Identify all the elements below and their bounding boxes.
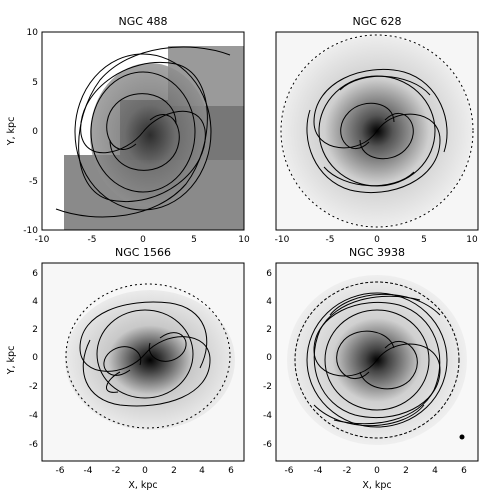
x-ticks: -10 -5 0 5 10 [275, 235, 478, 245]
galaxy-image [64, 46, 244, 230]
x-axis-label: X, kpc [128, 480, 157, 491]
x-tick-label: -4 [84, 466, 93, 476]
x-axis-label: X, kpc [362, 480, 391, 491]
y-tick-label: 0 [32, 353, 38, 363]
x-tick-label: -6 [56, 466, 65, 476]
x-tick-label: 0 [142, 466, 148, 476]
x-tick-label: -2 [112, 466, 121, 476]
panel-ngc3938: NGC 3938 -6 -4 -2 0 2 4 6 6 [263, 246, 479, 491]
y-tick-label: -6 [29, 440, 38, 450]
y-tick-label: -10 [23, 226, 38, 236]
x-tick-label: -2 [343, 466, 352, 476]
x-tick-label: 6 [461, 466, 467, 476]
panel-ngc488: NGC 488 -10 -5 0 5 10 10 5 0 -5 [6, 15, 250, 245]
y-tick-label: -4 [263, 411, 272, 421]
y-tick-label: 6 [32, 269, 38, 279]
x-ticks: -6 -4 -2 0 2 4 6 [285, 466, 468, 476]
y-tick-label: 4 [32, 297, 38, 307]
panel-ngc1566: NGC 1566 -6 -4 -2 0 2 4 6 6 4 2 [6, 246, 245, 491]
y-tick-label: 5 [32, 78, 38, 88]
y-tick-label: 10 [27, 28, 39, 38]
x-ticks: -10 -5 0 5 10 [35, 235, 250, 245]
x-tick-label: 0 [140, 235, 146, 245]
y-tick-label: -6 [263, 440, 272, 450]
plot-frame [275, 31, 479, 231]
plot-frame [41, 262, 245, 462]
x-tick-label: 5 [421, 235, 427, 245]
plot-frame [275, 262, 479, 462]
x-tick-label: -6 [285, 466, 294, 476]
x-ticks: -6 -4 -2 0 2 4 6 [56, 466, 235, 476]
y-tick-label: 6 [266, 269, 272, 279]
spiral-contours [294, 281, 460, 439]
y-ticks: 6 4 2 0 -2 -4 -6 [29, 269, 38, 450]
x-tick-label: 6 [228, 466, 234, 476]
y-tick-label: -2 [263, 382, 272, 392]
y-ticks: 10 5 0 -5 -10 [23, 28, 38, 236]
y-tick-label: -5 [29, 177, 38, 187]
panel-title: NGC 1566 [115, 246, 171, 259]
galaxy-image [42, 263, 244, 461]
spiral-contours [280, 34, 474, 228]
y-tick-label: 2 [266, 325, 272, 335]
y-tick-label: 0 [266, 353, 272, 363]
spiral-contours [65, 283, 231, 429]
plot-frame [41, 31, 245, 231]
y-tick-label: 2 [32, 325, 38, 335]
y-ticks: 6 4 2 0 -2 -4 -6 [263, 269, 272, 450]
panel-ngc628: NGC 628 -10 -5 0 5 10 [275, 15, 479, 245]
panel-title: NGC 628 [353, 15, 402, 28]
x-tick-label: -10 [275, 235, 290, 245]
spiral-contours [55, 46, 231, 218]
panel-title: NGC 3938 [349, 246, 405, 259]
y-tick-label: 0 [32, 127, 38, 137]
x-tick-label: -5 [326, 235, 335, 245]
x-tick-label: 0 [374, 466, 380, 476]
x-tick-label: -5 [88, 235, 97, 245]
y-tick-label: 4 [266, 297, 272, 307]
x-tick-label: 0 [374, 235, 380, 245]
x-tick-label: 4 [199, 466, 205, 476]
x-tick-label: 4 [432, 466, 438, 476]
x-tick-label: 2 [171, 466, 177, 476]
y-tick-label: -2 [29, 382, 38, 392]
panel-title: NGC 488 [119, 15, 168, 28]
x-tick-label: 10 [466, 235, 478, 245]
x-tick-label: 10 [238, 235, 250, 245]
y-axis-label: Y, kpc [6, 117, 17, 147]
x-tick-label: -4 [314, 466, 323, 476]
y-axis-label: Y, kpc [6, 346, 17, 376]
x-tick-label: -10 [35, 235, 50, 245]
x-tick-label: 2 [403, 466, 409, 476]
y-tick-label: -4 [29, 411, 38, 421]
x-tick-label: 5 [191, 235, 197, 245]
